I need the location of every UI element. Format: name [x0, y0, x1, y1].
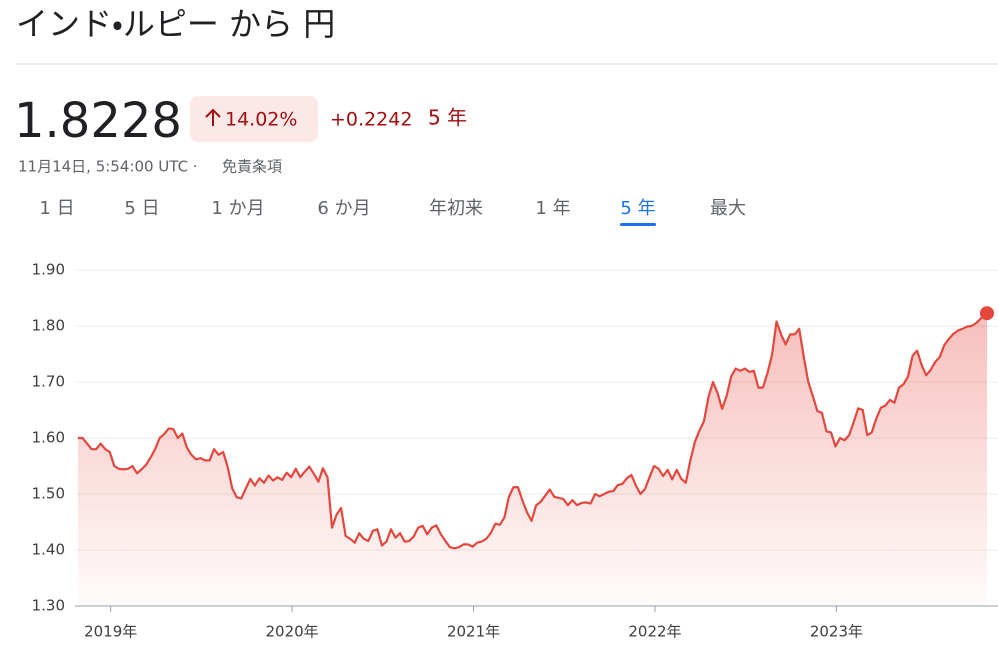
change-percent: 14.02%: [225, 109, 297, 131]
tab-underline: [620, 223, 656, 226]
y-tick-label: 1.30: [32, 597, 65, 615]
last-point: [980, 306, 994, 321]
price: 1.8228: [14, 93, 182, 149]
tab[interactable]: 5 年: [620, 198, 655, 219]
x-tick-label: 2022年: [628, 623, 681, 641]
price-line: [78, 312, 988, 550]
tab[interactable]: 年初来: [429, 198, 483, 219]
y-tick-label: 1.90: [32, 261, 65, 279]
tab-bar: 1 日 5 日 1 か月 6 か月 年初来 1 年 5 年 最大: [39, 198, 746, 226]
tab[interactable]: 6 か月: [317, 198, 370, 219]
tab[interactable]: 1 日: [39, 198, 74, 219]
x-tick-label: 2019年: [84, 623, 137, 641]
y-tick-label: 1.50: [32, 485, 65, 503]
tab[interactable]: 1 年: [535, 198, 570, 219]
y-tick-label: 1.60: [32, 429, 65, 447]
tab[interactable]: 最大: [710, 198, 746, 219]
chart: 1.90 1.80 1.70 1.60 1.50 1.40 1.30 2019年 2020年 20…: [32, 261, 998, 641]
period: 5 年: [428, 106, 467, 130]
title: インド・ルピー から 円: [16, 5, 335, 43]
change-badge: [190, 96, 318, 142]
y-tick-label: 1.80: [32, 317, 65, 335]
x-tick-label: 2021年: [447, 623, 500, 641]
change: +0.2242: [330, 109, 412, 131]
x-tick-label: 2023年: [810, 623, 863, 641]
y-tick-label: 1.40: [32, 541, 65, 559]
up-arrow: [205, 108, 221, 126]
y-tick-label: 1.70: [32, 373, 65, 391]
x-tick-label: 2020年: [266, 623, 319, 641]
tab[interactable]: 5 日: [124, 198, 159, 219]
timestamp: 11月14日, 5:54:00 UTC ·: [18, 158, 198, 176]
disclaimer[interactable]: 免責条項: [222, 158, 282, 176]
area-fill: [78, 313, 987, 606]
tab[interactable]: 1 か月: [211, 198, 264, 219]
